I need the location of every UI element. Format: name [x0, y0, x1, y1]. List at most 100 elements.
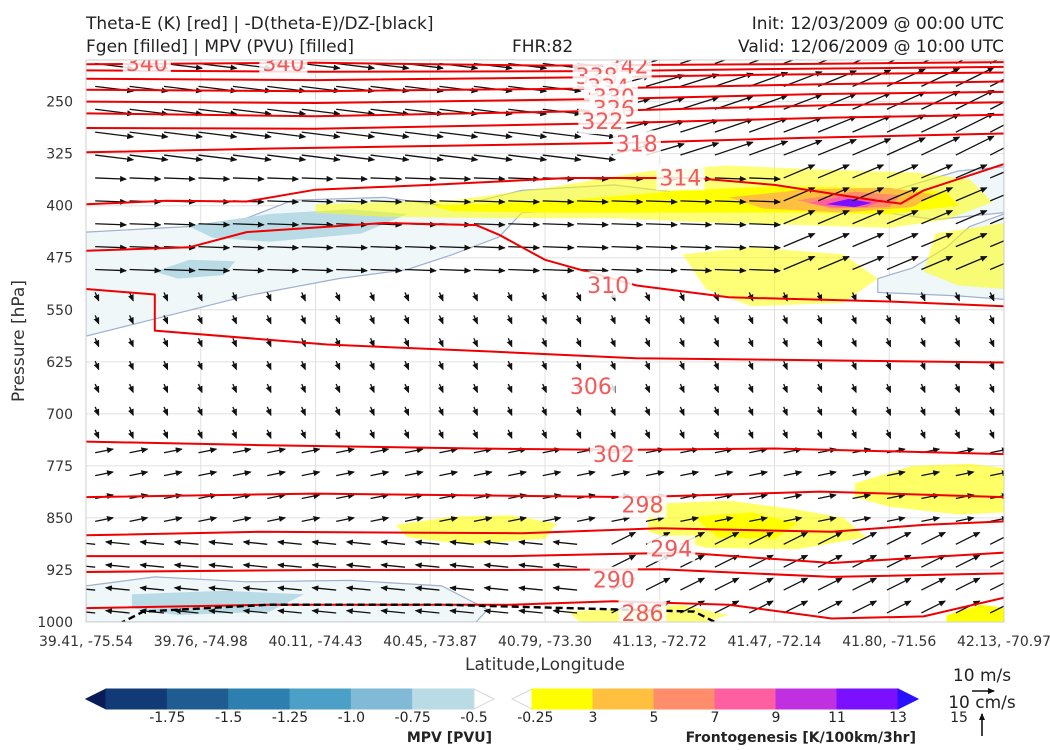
- wind-vector: [198, 175, 231, 182]
- wind-vector: [783, 233, 816, 248]
- wind-vector: [139, 539, 165, 546]
- wind-vector: [850, 406, 857, 417]
- wind-vector: [921, 516, 941, 523]
- wind-vector: [231, 292, 237, 302]
- wind-vector: [611, 244, 644, 251]
- wind-vector: [816, 383, 823, 394]
- wind-vector: [345, 585, 371, 592]
- wind-vector: [542, 516, 562, 523]
- x-tick-label: 40.11, -74.43: [268, 634, 362, 650]
- wind-vector: [817, 210, 850, 225]
- wind-vector: [921, 255, 954, 271]
- wind-vector: [208, 539, 233, 546]
- wind-vector: [575, 315, 582, 325]
- wind-vector: [336, 198, 368, 205]
- wind-vector: [242, 608, 268, 615]
- wind-vector: [334, 315, 341, 325]
- wind-vector: [267, 267, 300, 274]
- wind-vector: [277, 562, 302, 569]
- wind-vector: [196, 360, 203, 371]
- wind-vector: [886, 577, 912, 591]
- wind-vector: [198, 470, 218, 477]
- wind-vector: [414, 562, 440, 569]
- wind-vector: [368, 360, 375, 371]
- wind-vector: [852, 138, 892, 156]
- wind-vector: [86, 565, 96, 568]
- wind-vector: [645, 516, 665, 523]
- wind-vector: [644, 315, 651, 325]
- theta-e-label: 306: [570, 375, 612, 400]
- fgen-region-low: [395, 515, 557, 545]
- wind-vector: [403, 292, 410, 302]
- wind-vector: [747, 429, 754, 440]
- wind-vector: [645, 577, 671, 591]
- wind-vector: [678, 383, 685, 394]
- wind-vector: [173, 608, 199, 615]
- plot-frame: [85, 59, 1005, 623]
- wind-vector: [921, 577, 946, 591]
- wind-vector: [336, 175, 368, 182]
- wind-vector: [128, 360, 134, 371]
- wind-vector: [403, 360, 410, 371]
- wind-vector: [301, 131, 341, 140]
- wind-vector: [196, 337, 203, 348]
- theta-e-label: 294: [650, 537, 692, 562]
- wind-vector: [749, 60, 761, 65]
- wind-vector: [508, 470, 528, 477]
- wind-vector: [782, 406, 788, 417]
- wind-vector: [301, 154, 341, 163]
- wind-vector: [955, 187, 988, 202]
- wind-vector: [129, 470, 149, 477]
- wind-vector: [783, 255, 816, 271]
- wind-vector: [95, 131, 135, 140]
- wind-vector: [104, 608, 130, 615]
- fgen-region-peak: [826, 198, 872, 208]
- wind-vector: [575, 360, 582, 371]
- wind-vector: [850, 383, 857, 394]
- wind-vector: [162, 429, 169, 440]
- wind-vector: [749, 516, 769, 523]
- wind-vector: [989, 124, 1004, 133]
- wind-vector: [990, 447, 1004, 454]
- wind-vector: [852, 115, 892, 133]
- wind-vector: [301, 470, 321, 477]
- wind-vector: [162, 292, 169, 302]
- wind-vector: [198, 131, 238, 140]
- wind-vector: [680, 198, 713, 205]
- wind-vector: [678, 292, 685, 302]
- theta-e-label-bg: [259, 60, 308, 76]
- wind-vector: [748, 531, 774, 545]
- theta-e-contour: [86, 132, 1004, 154]
- wind-vector: [345, 539, 371, 546]
- wind-vector: [368, 429, 375, 440]
- wind-vector: [678, 360, 685, 371]
- theta-e-contour: [86, 440, 1004, 456]
- wind-vector: [368, 292, 375, 302]
- wind-vector: [921, 210, 954, 225]
- wind-vector: [437, 406, 444, 417]
- wind-vector: [267, 244, 300, 251]
- title-line-2: Fgen [filled] | MPV (PVU) [filled]: [86, 37, 355, 57]
- wind-vector: [301, 516, 321, 523]
- theta-e-label-bg: [656, 164, 705, 191]
- wind-vector: [749, 493, 769, 500]
- wind-vector: [508, 267, 541, 274]
- wind-vector: [989, 60, 999, 65]
- wind-vector: [86, 542, 96, 545]
- wind-vector: [139, 585, 165, 592]
- wind-vector: [988, 292, 995, 302]
- wind-vector: [680, 470, 700, 477]
- y-tick-label: 250: [46, 95, 73, 111]
- wind-vector: [404, 175, 437, 182]
- wind-vector: [611, 198, 644, 205]
- wind-vector: [542, 221, 575, 228]
- wind-vector: [437, 337, 444, 348]
- wind-vector: [301, 447, 321, 454]
- wind-vector: [680, 516, 700, 523]
- wind-vector: [852, 531, 878, 545]
- wind-vector: [437, 429, 444, 440]
- wind-vector: [403, 337, 410, 348]
- wind-vector: [336, 62, 376, 71]
- wind-vector: [817, 470, 837, 477]
